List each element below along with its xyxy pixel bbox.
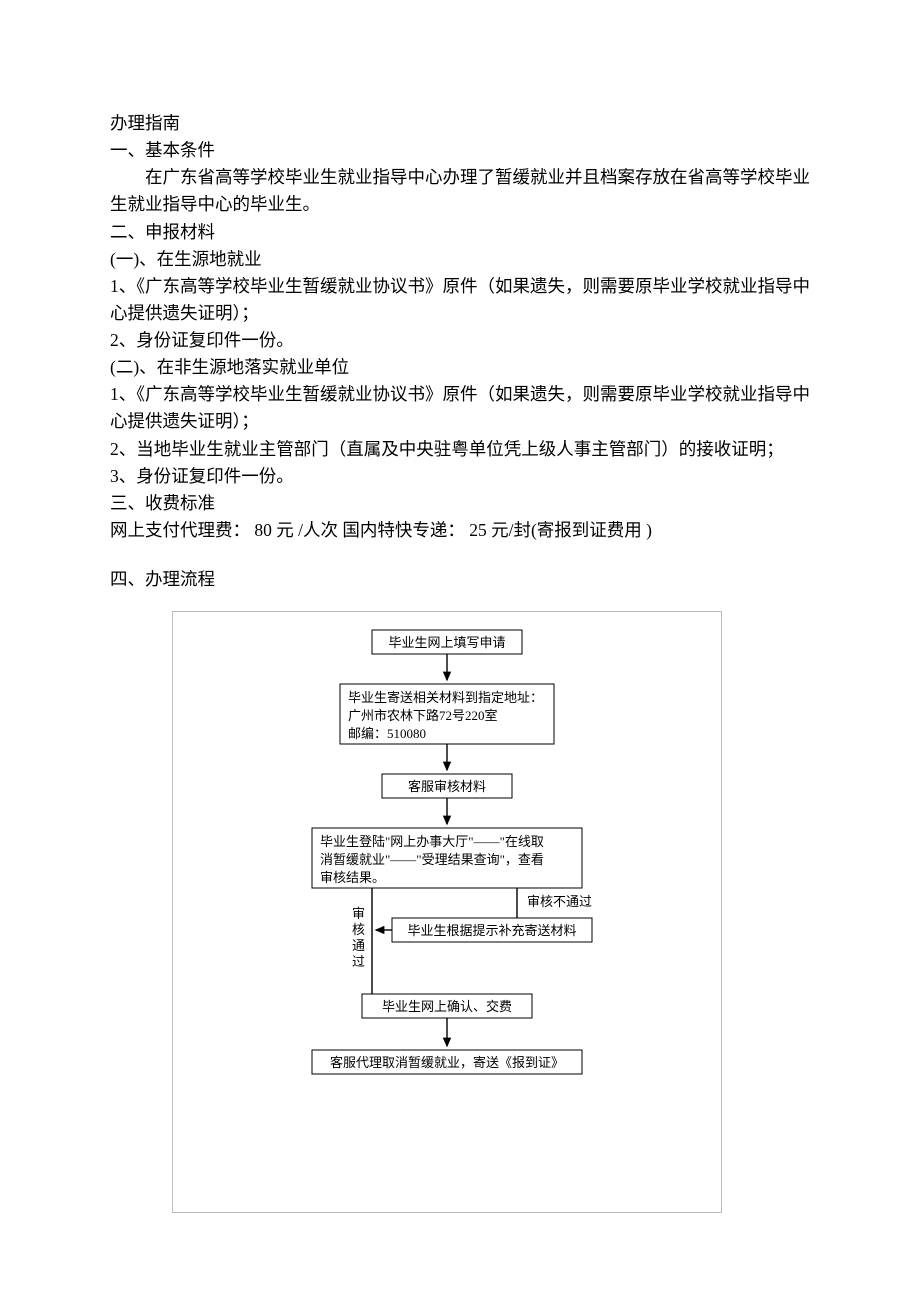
flow-label-fail: 审核不通过 xyxy=(527,894,592,909)
flow-node-4-text1: 毕业生登陆"网上办事大厅"——"在线取 xyxy=(320,834,544,849)
flow-node-4-text2: 消暂缓就业"——"受理结果查询"，查看 xyxy=(320,852,544,867)
section4-heading: 四、办理流程 xyxy=(110,566,810,593)
flow-node-4-text3: 审核结果。 xyxy=(320,870,385,885)
flow-node-7-text: 客服代理取消暂缓就业，寄送《报到证》 xyxy=(330,1055,564,1070)
section2b-item1: 1、《广东高等学校毕业生暂缓就业协议书》原件（如果遗失，则需要原毕业学校就业指导… xyxy=(110,381,810,435)
flowchart-svg: 毕业生网上填写申请 毕业生寄送相关材料到指定地址： 广州市农林下路72号220室… xyxy=(232,622,662,1182)
section2a-item2: 2、身份证复印件一份。 xyxy=(110,327,810,354)
section1-paragraph: 在广东省高等学校毕业生就业指导中心办理了暂缓就业并且档案存放在省高等学校毕业生就… xyxy=(110,164,810,218)
flow-label-pass-1: 审 xyxy=(352,906,365,921)
flowchart-container: 毕业生网上填写申请 毕业生寄送相关材料到指定地址： 广州市农林下路72号220室… xyxy=(172,611,722,1213)
flow-node-2-text2: 广州市农林下路72号220室 xyxy=(348,708,498,723)
flow-node-5-text: 毕业生根据提示补充寄送材料 xyxy=(407,923,576,938)
flow-node-1-text: 毕业生网上填写申请 xyxy=(388,635,505,650)
section2-heading: 二、申报材料 xyxy=(110,219,810,246)
section3-heading: 三、收费标准 xyxy=(110,490,810,517)
flow-label-pass-3: 通 xyxy=(352,938,365,953)
flow-node-2-text3: 邮编：510080 xyxy=(348,726,426,741)
flow-arrow-4-pass xyxy=(372,888,420,1006)
section2b-item2: 2、当地毕业生就业主管部门（直属及中央驻粤单位凭上级人事主管部门）的接收证明； xyxy=(110,436,810,463)
flow-label-pass-2: 核 xyxy=(352,922,365,937)
flow-node-6-text: 毕业生网上确认、交费 xyxy=(382,999,512,1014)
section2a-heading: (一)、在生源地就业 xyxy=(110,246,810,273)
section2a-item1: 1、《广东高等学校毕业生暂缓就业协议书》原件（如果遗失，则需要原毕业学校就业指导… xyxy=(110,273,810,327)
page-title: 办理指南 xyxy=(110,110,810,137)
section2b-item3: 3、身份证复印件一份。 xyxy=(110,463,810,490)
section2b-heading: (二)、在非生源地落实就业单位 xyxy=(110,354,810,381)
document-page: 办理指南 一、基本条件 在广东省高等学校毕业生就业指导中心办理了暂缓就业并且档案… xyxy=(0,0,920,1253)
flow-node-2-text1: 毕业生寄送相关材料到指定地址： xyxy=(348,690,543,705)
section1-heading: 一、基本条件 xyxy=(110,137,810,164)
section3-paragraph: 网上支付代理费： 80 元 /人次 国内特快专递： 25 元/封(寄报到证费用 … xyxy=(110,517,810,544)
flow-node-3-text: 客服审核材料 xyxy=(408,779,486,794)
flow-label-pass-4: 过 xyxy=(352,954,365,969)
